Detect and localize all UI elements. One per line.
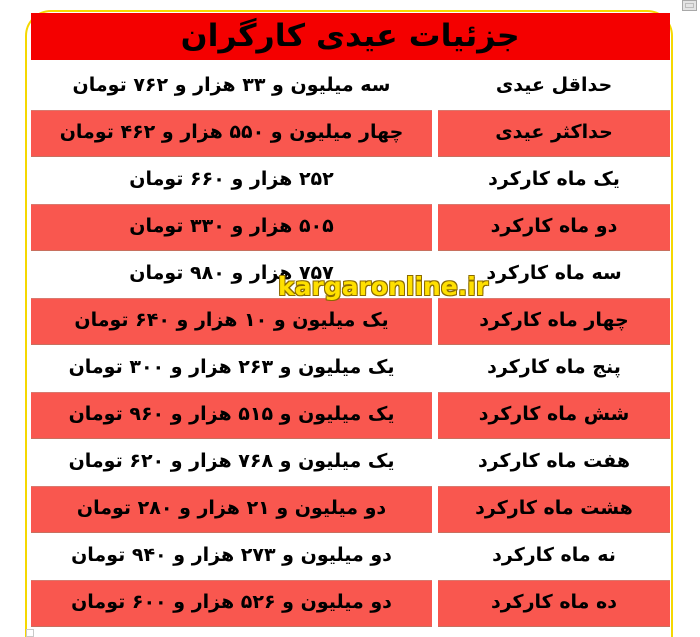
- column-divider: [432, 63, 438, 110]
- table-row: دو ماه کارکرد ۵۰۵ هزار و ۳۳۰ تومان: [31, 204, 670, 251]
- table-cell-value: دو میلیون و ۲۷۳ هزار و ۹۴۰ تومان: [31, 533, 432, 580]
- row-value: دو میلیون و ۲۷۳ هزار و ۹۴۰ تومان: [71, 544, 392, 566]
- column-divider: [432, 298, 438, 345]
- column-divider: [432, 251, 438, 298]
- row-value: دو میلیون و ۲۱ هزار و ۲۸۰ تومان: [76, 497, 387, 519]
- row-label: چهار ماه کارکرد: [479, 309, 629, 331]
- table-cell-value: ۵۰۵ هزار و ۳۳۰ تومان: [31, 204, 432, 251]
- table-cell-value: سه میلیون و ۳۳ هزار و ۷۶۲ تومان: [31, 63, 432, 110]
- table-cell-value: یک میلیون و ۱۰ هزار و ۶۴۰ تومان: [31, 298, 432, 345]
- table-cell-label: حداکثر عیدی: [438, 110, 670, 157]
- earnings-table: حداقل عیدی سه میلیون و ۳۳ هزار و ۷۶۲ توما…: [31, 63, 670, 637]
- broken-image-placeholder-icon: [682, 0, 697, 11]
- column-divider: [432, 627, 438, 637]
- row-value: یک میلیون و ۷۶۸ هزار و ۶۲۰ تومان: [68, 450, 395, 472]
- row-label: حداکثر عیدی: [495, 121, 613, 143]
- table-cell-value: ۲۵۲ هزار و ۶۶۰ تومان: [31, 157, 432, 204]
- table-cell-label: یک ماه کارکرد: [438, 157, 670, 204]
- row-label: پنج ماه کارکرد: [487, 356, 621, 378]
- column-divider: [432, 580, 438, 627]
- table-cell-label: ده ماه کارکرد: [438, 580, 670, 627]
- table-cell-label: هشت ماه کارکرد: [438, 486, 670, 533]
- table-row: هشت ماه کارکرد دو میلیون و ۲۱ هزار و ۲۸۰ …: [31, 486, 670, 533]
- table-row: یک ماه کارکرد ۲۵۲ هزار و ۶۶۰ تومان: [31, 157, 670, 204]
- table-cell-value: دو میلیون و ۷۷۹ هزار و ۲۶۰ تومان: [31, 627, 432, 637]
- row-label: شش ماه کارکرد: [478, 403, 630, 425]
- table-cell-value: یک میلیون و ۲۶۳ هزار و ۳۰۰ تومان: [31, 345, 432, 392]
- row-value: دو میلیون و ۵۲۶ هزار و ۶۰۰ تومان: [71, 591, 392, 613]
- table-cell-label: هفت ماه کارکرد: [438, 439, 670, 486]
- row-value: ۲۵۲ هزار و ۶۶۰ تومان: [129, 168, 334, 190]
- row-value: یک میلیون و ۲۶۳ هزار و ۳۰۰ تومان: [68, 356, 395, 378]
- column-divider: [432, 345, 438, 392]
- table-cell-label: پنج ماه کارکرد: [438, 345, 670, 392]
- row-value: ۵۰۵ هزار و ۳۳۰ تومان: [129, 215, 334, 237]
- row-value: یک میلیون و ۱۰ هزار و ۶۴۰ تومان: [74, 309, 389, 331]
- row-label: یک ماه کارکرد: [488, 168, 620, 190]
- table-row: نه ماه کارکرد دو میلیون و ۲۷۳ هزار و ۹۴۰ …: [31, 533, 670, 580]
- title-banner: جزئیات عیدی کارگران: [31, 13, 670, 60]
- scan-artifact: [26, 629, 34, 637]
- table-row: چهار ماه کارکرد یک میلیون و ۱۰ هزار و ۶۴۰…: [31, 298, 670, 345]
- table-cell-value: ۷۵۷ هزار و ۹۸۰ تومان: [31, 251, 432, 298]
- table-cell-label: یازده ماه کارکرد: [438, 627, 670, 637]
- table-cell-value: یک میلیون و ۵۱۵ هزار و ۹۶۰ تومان: [31, 392, 432, 439]
- table-cell-label: دو ماه کارکرد: [438, 204, 670, 251]
- row-value: سه میلیون و ۳۳ هزار و ۷۶۲ تومان: [72, 74, 391, 96]
- table-row: شش ماه کارکرد یک میلیون و ۵۱۵ هزار و ۹۶۰ …: [31, 392, 670, 439]
- row-label: سه ماه کارکرد: [486, 262, 622, 284]
- table-cell-value: یک میلیون و ۷۶۸ هزار و ۶۲۰ تومان: [31, 439, 432, 486]
- table-row: سه ماه کارکرد ۷۵۷ هزار و ۹۸۰ تومان: [31, 251, 670, 298]
- column-divider: [432, 486, 438, 533]
- table-cell-value: چهار میلیون و ۵۵۰ هزار و ۴۶۲ تومان: [31, 110, 432, 157]
- row-label: دو ماه کارکرد: [490, 215, 618, 237]
- column-divider: [432, 533, 438, 580]
- table-row: یازده ماه کارکرد دو میلیون و ۷۷۹ هزار و ۲…: [31, 627, 670, 637]
- page-title: جزئیات عیدی کارگران: [181, 18, 521, 54]
- row-label: حداقل عیدی: [495, 74, 613, 96]
- table-cell-value: دو میلیون و ۵۲۶ هزار و ۶۰۰ تومان: [31, 580, 432, 627]
- row-value: ۷۵۷ هزار و ۹۸۰ تومان: [129, 262, 334, 284]
- row-value: یک میلیون و ۵۱۵ هزار و ۹۶۰ تومان: [68, 403, 395, 425]
- table-cell-label: چهار ماه کارکرد: [438, 298, 670, 345]
- table-cell-label: شش ماه کارکرد: [438, 392, 670, 439]
- table-row: پنج ماه کارکرد یک میلیون و ۲۶۳ هزار و ۳۰۰…: [31, 345, 670, 392]
- table-cell-label: حداقل عیدی: [438, 63, 670, 110]
- table-row: حداکثر عیدی چهار میلیون و ۵۵۰ هزار و ۴۶۲ …: [31, 110, 670, 157]
- row-label: هفت ماه کارکرد: [477, 450, 631, 472]
- row-value: چهار میلیون و ۵۵۰ هزار و ۴۶۲ تومان: [59, 121, 404, 143]
- table-row: هفت ماه کارکرد یک میلیون و ۷۶۸ هزار و ۶۲۰…: [31, 439, 670, 486]
- row-label: هشت ماه کارکرد: [475, 497, 633, 519]
- table-cell-label: سه ماه کارکرد: [438, 251, 670, 298]
- column-divider: [432, 157, 438, 204]
- row-label: نه ماه کارکرد: [492, 544, 616, 566]
- table-row: حداقل عیدی سه میلیون و ۳۳ هزار و ۷۶۲ توما…: [31, 63, 670, 110]
- column-divider: [432, 204, 438, 251]
- table-row: ده ماه کارکرد دو میلیون و ۵۲۶ هزار و ۶۰۰ …: [31, 580, 670, 627]
- column-divider: [432, 439, 438, 486]
- row-label: ده ماه کارکرد: [490, 591, 618, 613]
- column-divider: [432, 110, 438, 157]
- table-cell-label: نه ماه کارکرد: [438, 533, 670, 580]
- table-cell-value: دو میلیون و ۲۱ هزار و ۲۸۰ تومان: [31, 486, 432, 533]
- column-divider: [432, 392, 438, 439]
